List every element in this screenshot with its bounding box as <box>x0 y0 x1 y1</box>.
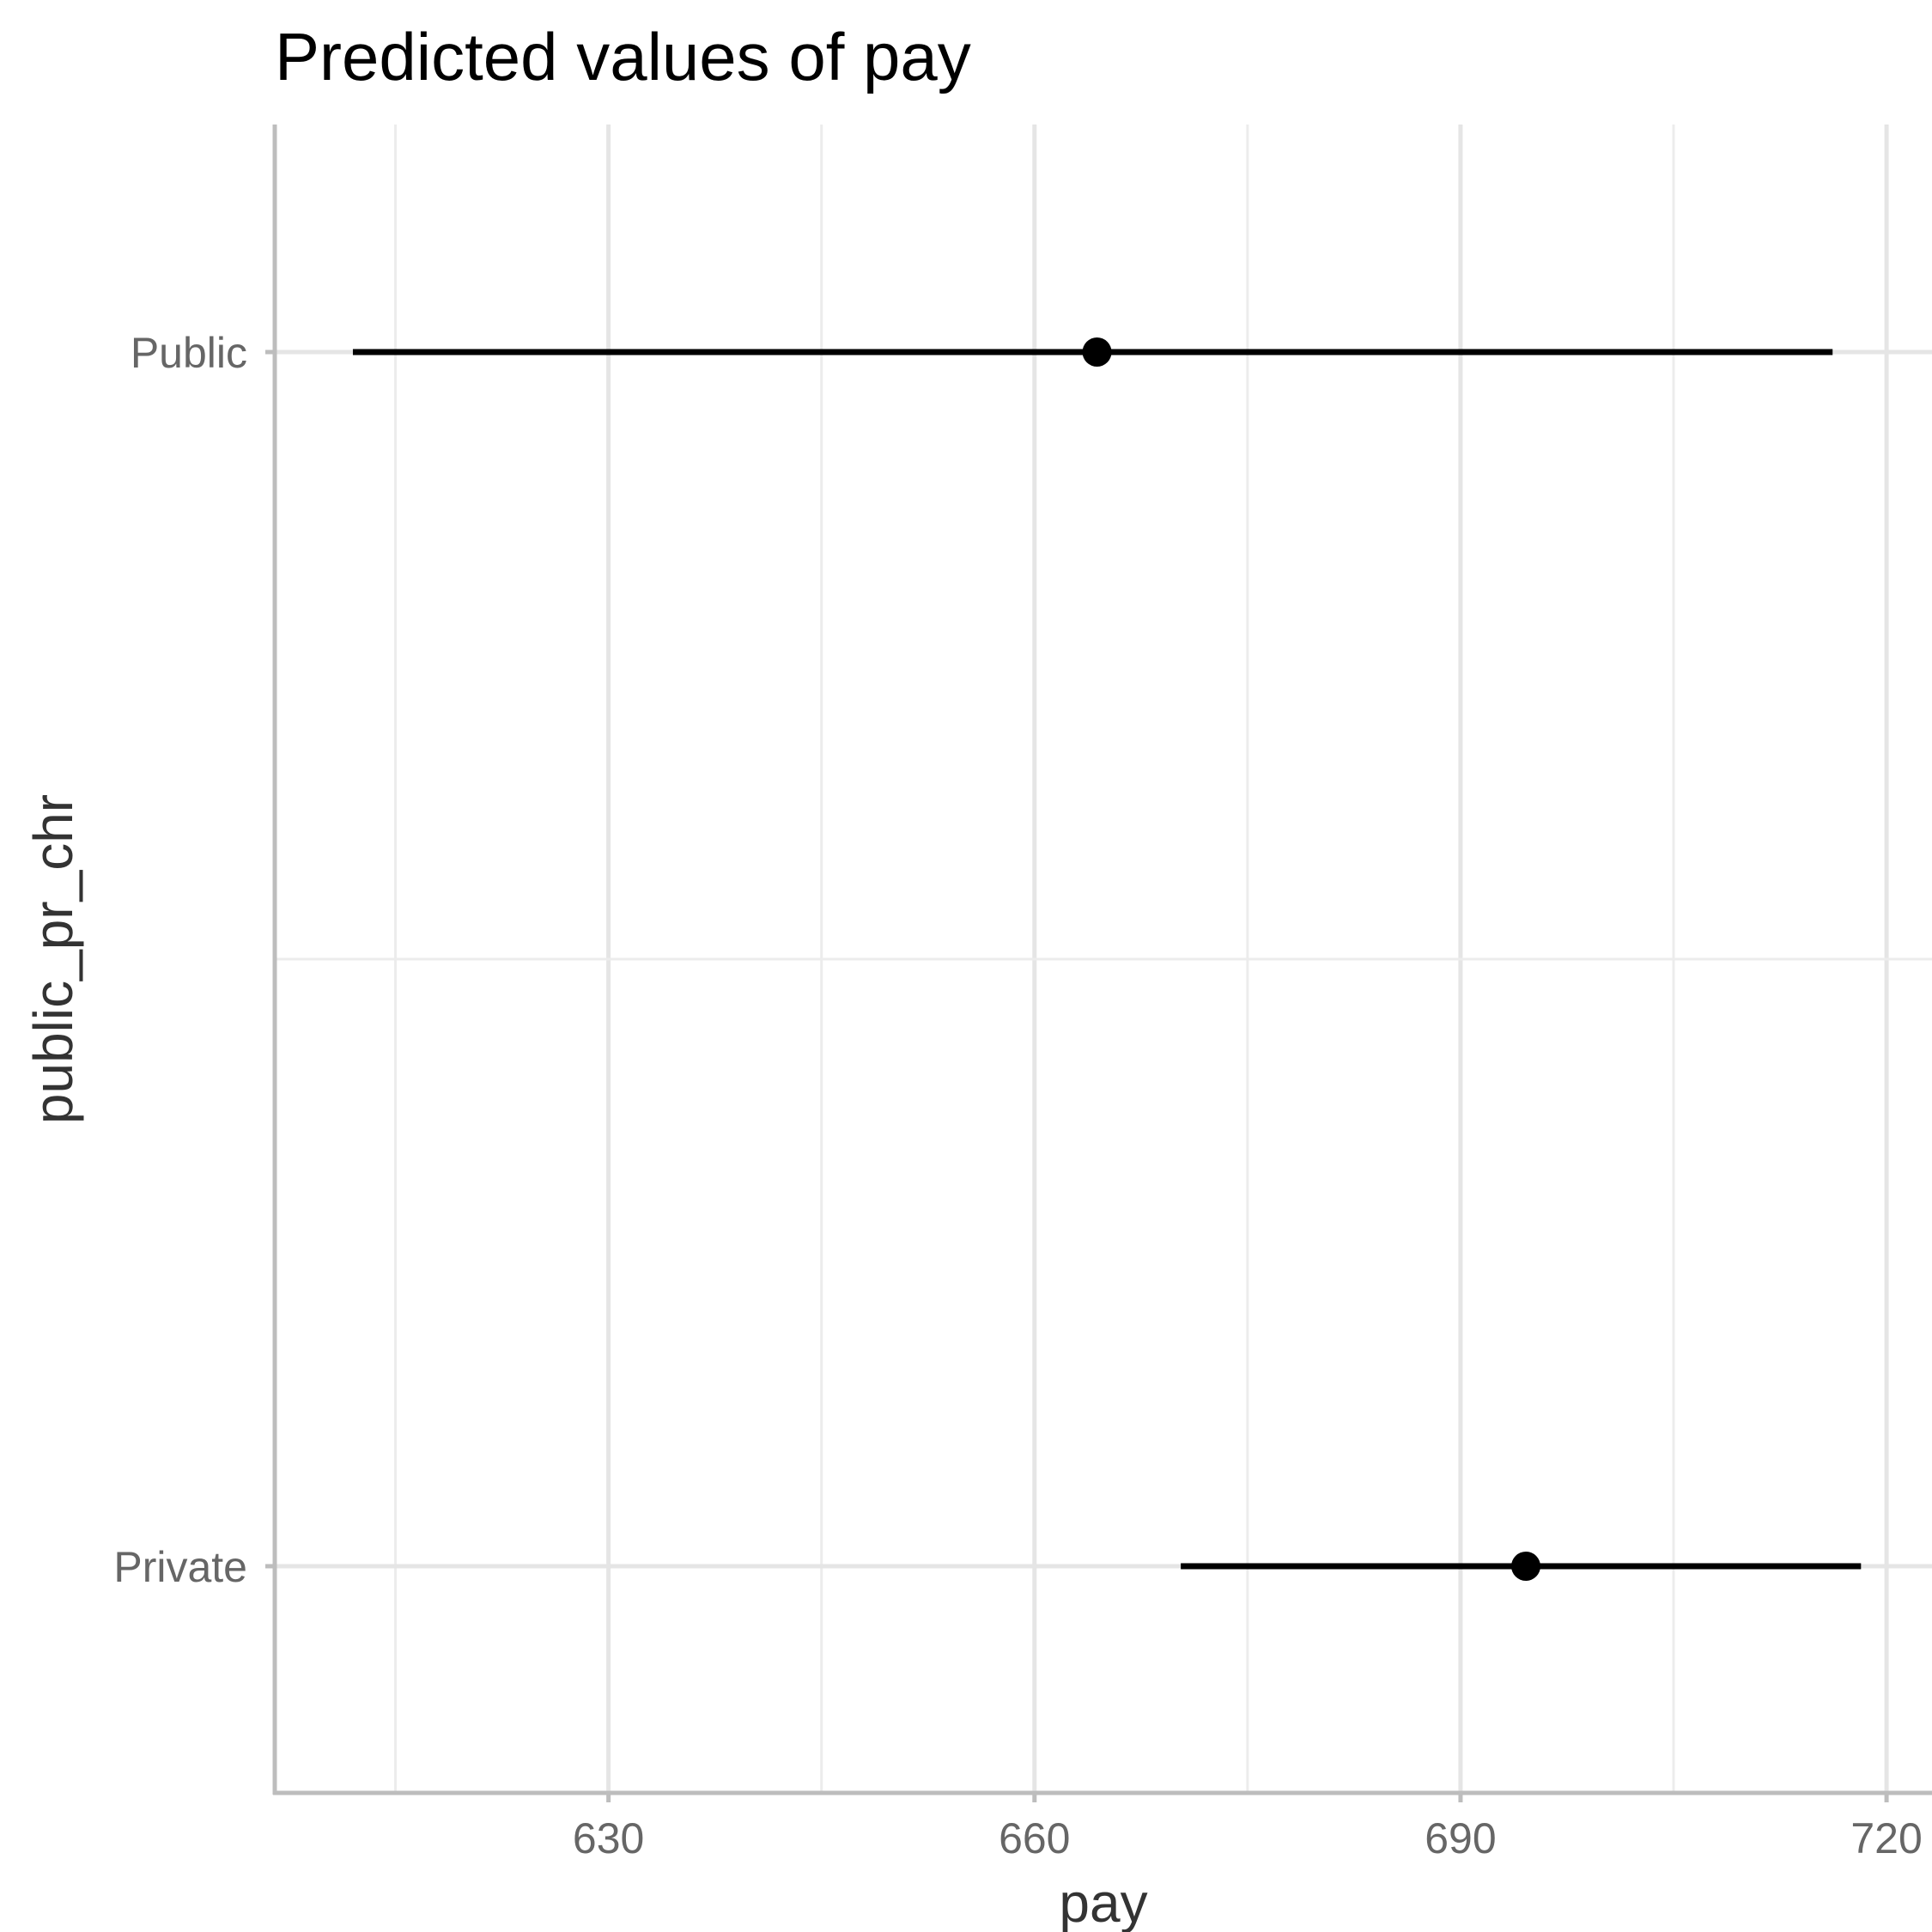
y-axis-title: public_pr_chr <box>22 794 84 1124</box>
x-axis-title: pay <box>1059 1872 1147 1932</box>
axes-layer <box>265 125 1932 1802</box>
predicted-value-point <box>1082 337 1112 367</box>
grid-layer <box>275 125 1932 1793</box>
predicted-value-point <box>1511 1552 1541 1581</box>
y-tick-label: Private <box>113 1543 247 1591</box>
y-tick-label: Public <box>131 329 247 377</box>
x-tick-label: 630 <box>573 1814 644 1862</box>
marks-layer <box>352 337 1862 1581</box>
x-tick-label: 690 <box>1425 1814 1496 1862</box>
chart-title: Predicted values of pay <box>275 19 971 94</box>
labels-layer: Predicted values of pay pay public_pr_ch… <box>22 19 1923 1932</box>
x-tick-label: 660 <box>999 1814 1070 1862</box>
x-tick-label: 720 <box>1850 1814 1922 1862</box>
